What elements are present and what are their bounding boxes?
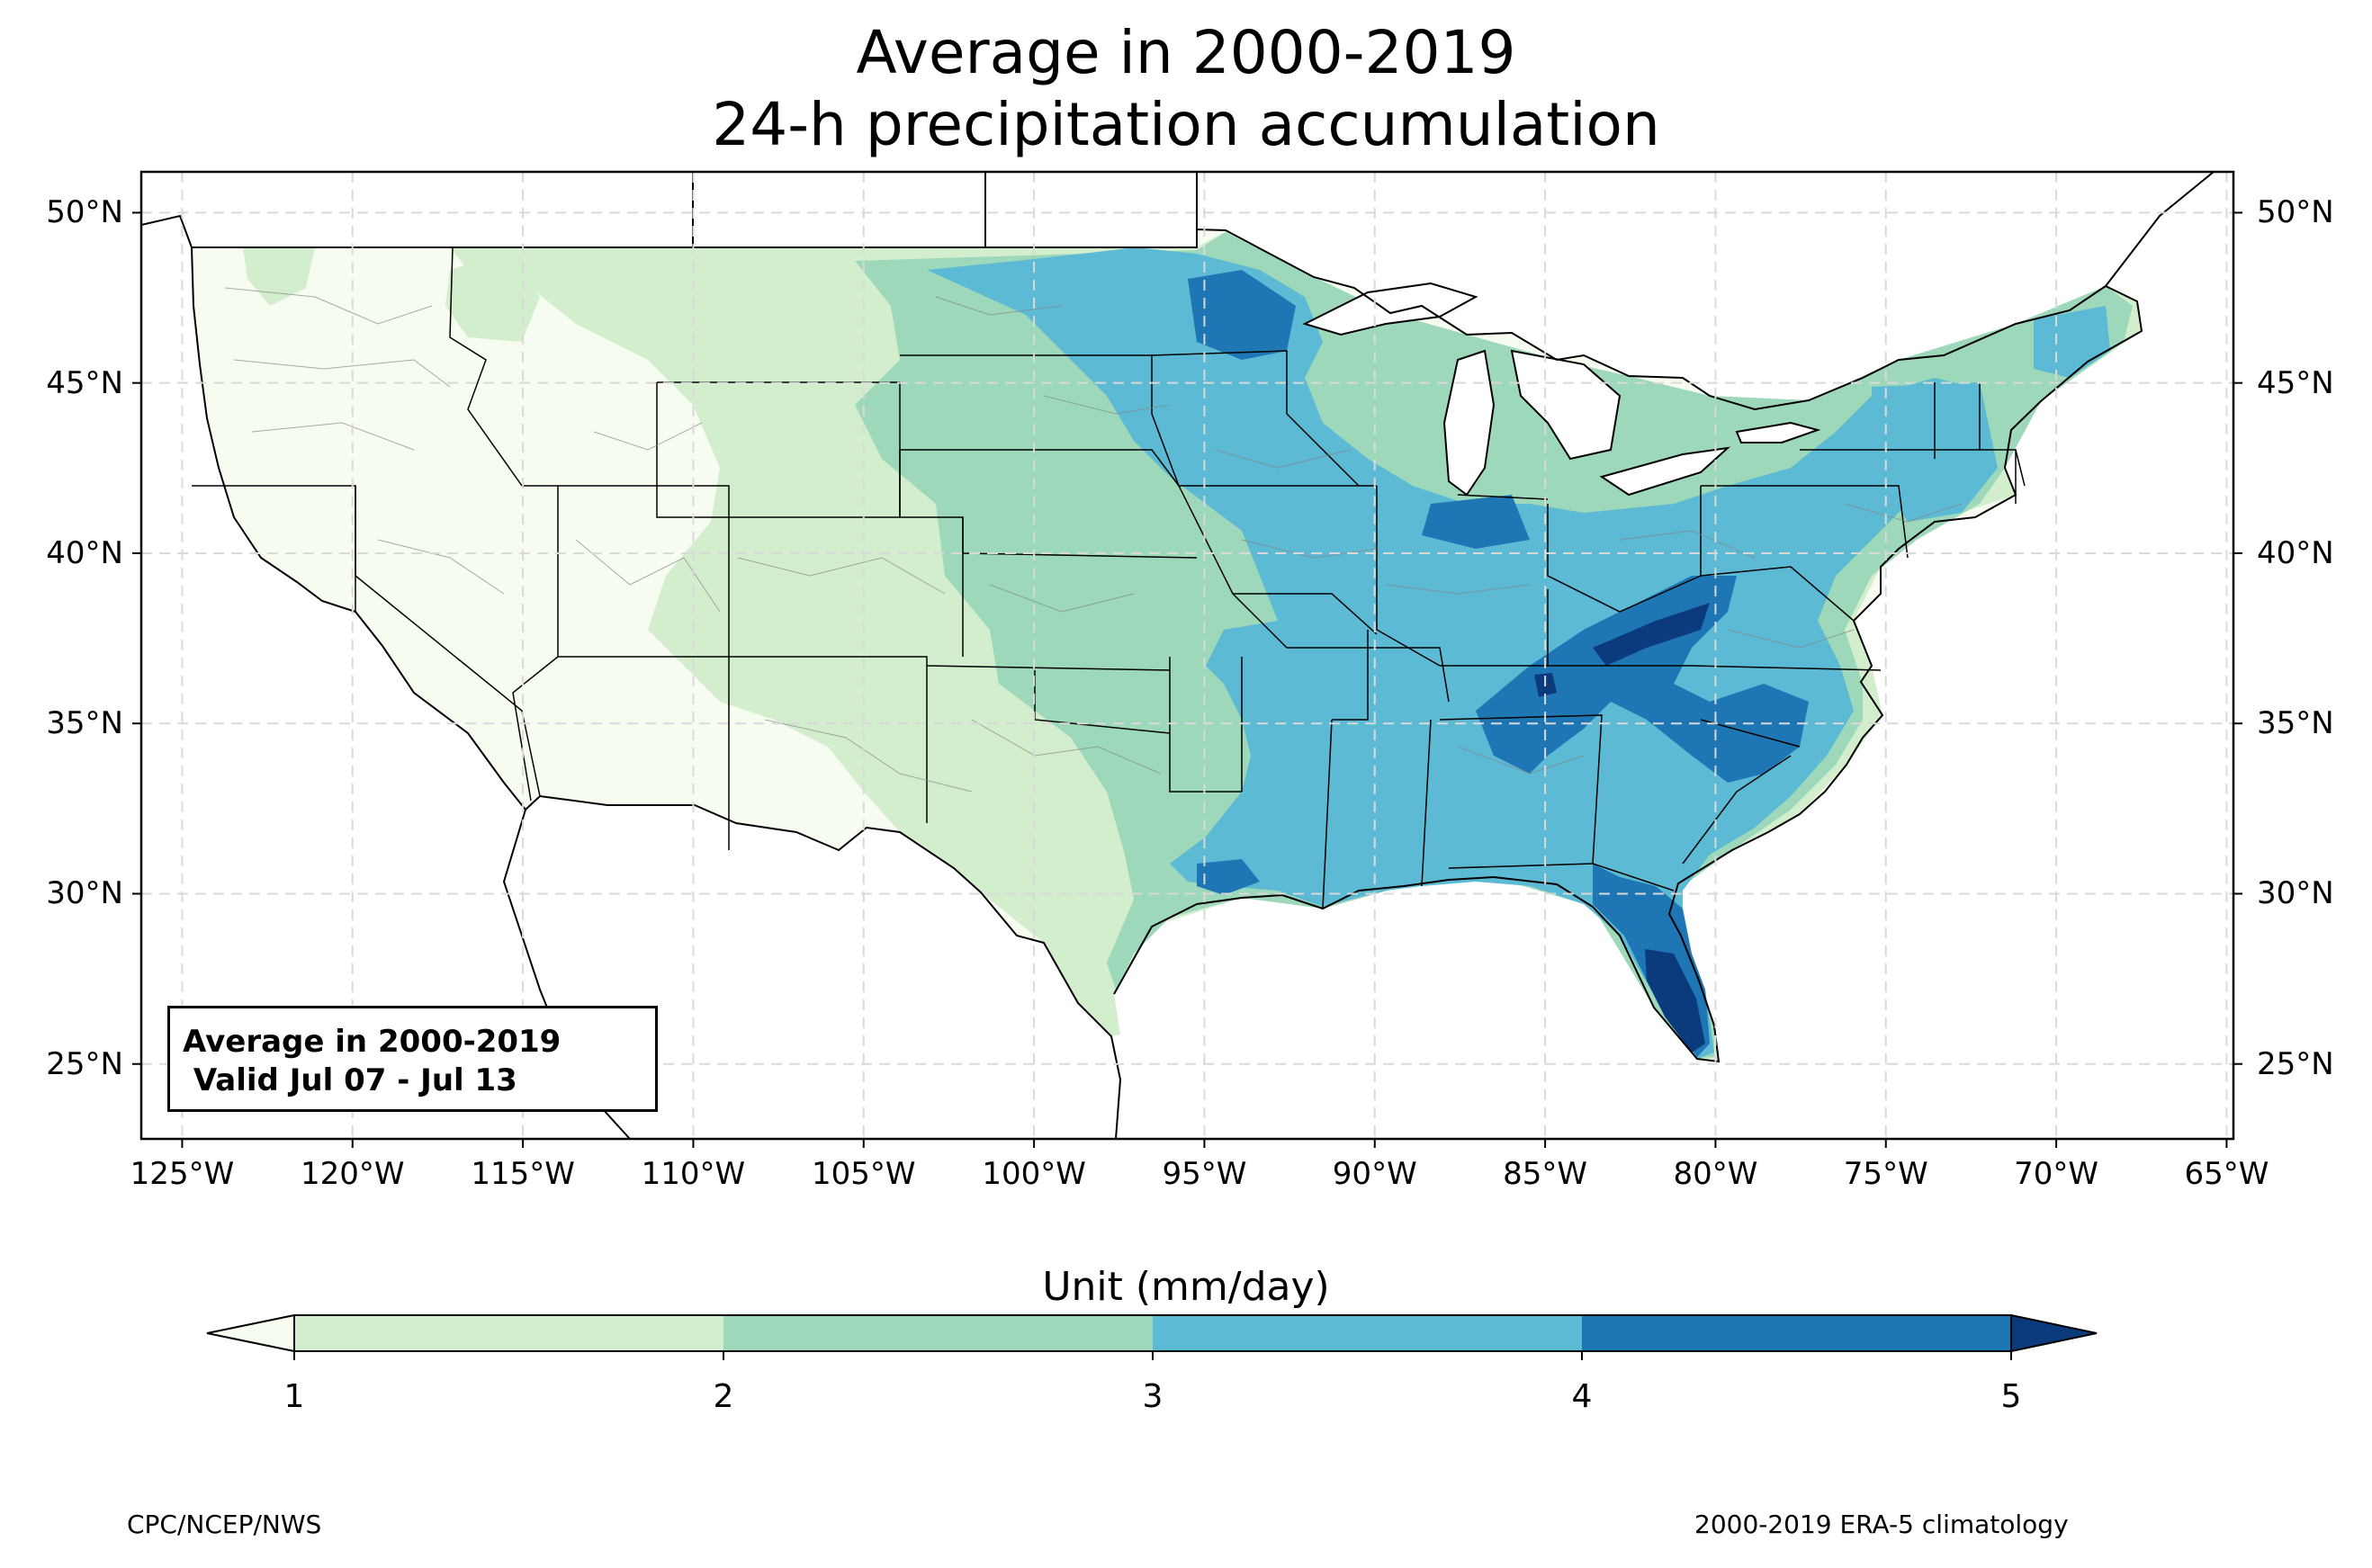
lon-tick-label: 110°W [641, 1156, 746, 1192]
lon-tick-label: 65°W [2184, 1156, 2269, 1192]
lon-tick-label: 95°W [1162, 1156, 1247, 1192]
lat-tick-label-left: 30°N [46, 875, 123, 912]
title-line-1: Average in 2000-2019 [856, 18, 1516, 87]
lon-tick-label: 75°W [1843, 1156, 1928, 1192]
precip-band-gt5 [1645, 949, 1705, 1053]
footer-credit: CPC/NCEP/NWS [127, 1510, 322, 1539]
state-borders [192, 246, 2026, 909]
lon-tick-label: 85°W [1503, 1156, 1588, 1192]
lat-tick-label-right: 25°N [2257, 1045, 2334, 1082]
lat-tick-label-left: 40°N [46, 534, 123, 571]
colorbar-tick-label: 1 [283, 1378, 305, 1415]
lake-huron [1510, 349, 1622, 461]
title-line-2: 24-h precipitation accumulation [712, 90, 1660, 159]
lon-tick-label: 90°W [1332, 1156, 1417, 1192]
precip-band-4-5-e [1197, 859, 1260, 895]
precip-band-3-4 [927, 247, 1971, 1059]
lat-tick-label-right: 50°N [2257, 194, 2334, 231]
colorbar-tick-label: 4 [1571, 1378, 1593, 1415]
lake-erie [1599, 446, 1731, 497]
lon-tick-label: 105°W [812, 1156, 916, 1192]
footer-climatology-note: 2000-2019 ERA-5 climatology [1694, 1510, 2069, 1539]
lat-tick-label-right: 35°N [2257, 705, 2334, 742]
lon-tick-label: 70°W [2014, 1156, 2099, 1192]
colorbar-tick-label: 2 [713, 1378, 734, 1415]
lat-tick-label-left: 45°N [46, 364, 123, 401]
info-box-line1: Average in 2000-2019 [183, 1024, 562, 1060]
lon-tick-label: 100°W [982, 1156, 1086, 1192]
lat-tick-label-right: 30°N [2257, 875, 2334, 912]
county-lines [224, 287, 1963, 793]
lat-tick-label-left: 35°N [46, 705, 123, 742]
tick-marks [132, 211, 2242, 1148]
lon-tick-label: 115°W [471, 1156, 575, 1192]
lon-tick-label: 125°W [130, 1156, 235, 1192]
colorbar-tick-label: 5 [2000, 1378, 2022, 1415]
lon-tick-label: 80°W [1673, 1156, 1758, 1192]
map-content [141, 172, 2233, 1139]
info-box-line2: Valid Jul 07 - Jul 13 [183, 1062, 517, 1098]
colorbar-tick-label: 3 [1142, 1378, 1164, 1415]
precip-band-4-5-b [1422, 495, 1530, 549]
lat-tick-label-right: 40°N [2257, 534, 2334, 571]
precip-band-4-5 [1188, 270, 1296, 360]
lake-ontario [1735, 421, 1821, 444]
lake-michigan [1442, 349, 1496, 497]
precip-band-4-5-c [1476, 576, 1809, 783]
lat-tick-label-right: 45°N [2257, 364, 2334, 401]
lat-tick-label-left: 50°N [46, 194, 123, 231]
map-frame [139, 170, 2235, 1141]
colorbar-title: Unit (mm/day) [1042, 1264, 1330, 1310]
info-box: Average in 2000-2019 Valid Jul 07 - Jul … [167, 1006, 658, 1112]
lon-tick-label: 120°W [301, 1156, 405, 1192]
lake-superior [1302, 282, 1478, 336]
precip-patch-west-2 [445, 252, 540, 342]
precip-band-gt5-c [1593, 603, 1710, 666]
lat-tick-label-left: 25°N [46, 1045, 123, 1082]
